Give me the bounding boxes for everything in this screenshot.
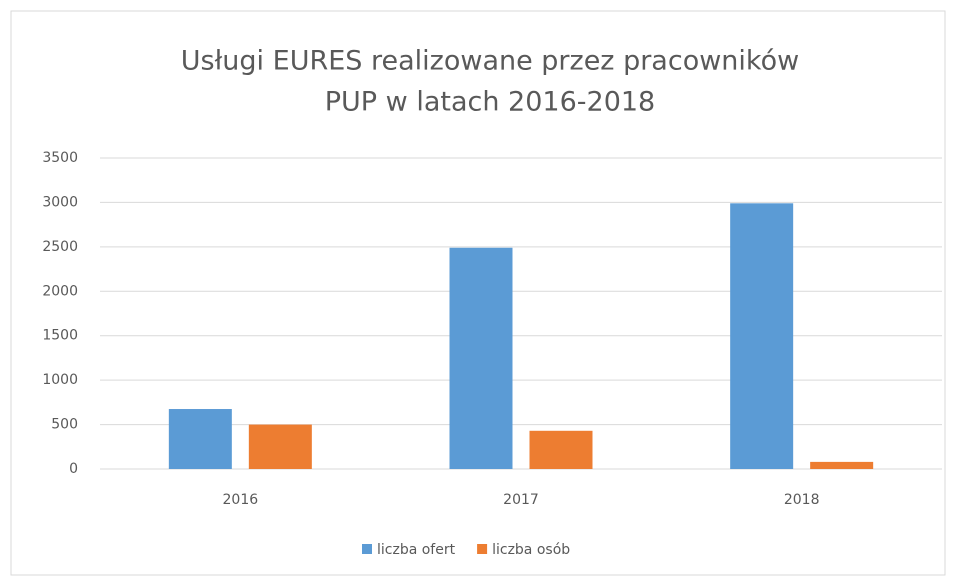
y-tick-label: 1500 (42, 328, 78, 344)
x-tick-label: 2016 (223, 492, 259, 508)
y-tick-label: 2000 (42, 283, 78, 299)
chart-title: Usługi EURES realizowane przez pracownik… (181, 46, 799, 77)
y-tick-label: 1000 (42, 372, 78, 388)
bar (529, 430, 593, 469)
legend-swatch (362, 544, 372, 554)
y-tick-label: 0 (69, 461, 78, 477)
y-tick-label: 500 (51, 417, 78, 433)
bar (810, 461, 874, 469)
legend-label: liczba osób (492, 542, 570, 558)
chart-title: PUP w latach 2016-2018 (325, 87, 655, 118)
y-tick-label: 2500 (42, 239, 78, 255)
y-tick-label: 3000 (42, 194, 78, 210)
legend-label: liczba ofert (377, 542, 456, 558)
bar (248, 424, 312, 469)
bar (449, 247, 513, 469)
legend-swatch (477, 544, 488, 554)
bar (730, 203, 794, 469)
y-tick-label: 3500 (42, 150, 78, 166)
bar (168, 409, 232, 469)
x-tick-label: 2018 (784, 492, 820, 508)
x-tick-label: 2017 (503, 492, 539, 508)
